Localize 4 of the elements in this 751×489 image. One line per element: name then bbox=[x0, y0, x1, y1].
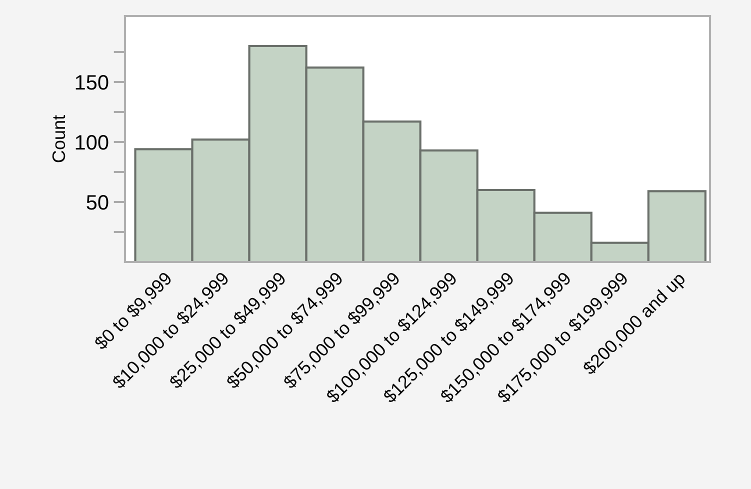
y-tick-label: 50 bbox=[86, 195, 108, 210]
y-tick-label: 100 bbox=[76, 135, 108, 150]
y-tick-label: 150 bbox=[76, 75, 108, 90]
y-axis-title: Count bbox=[52, 115, 66, 162]
